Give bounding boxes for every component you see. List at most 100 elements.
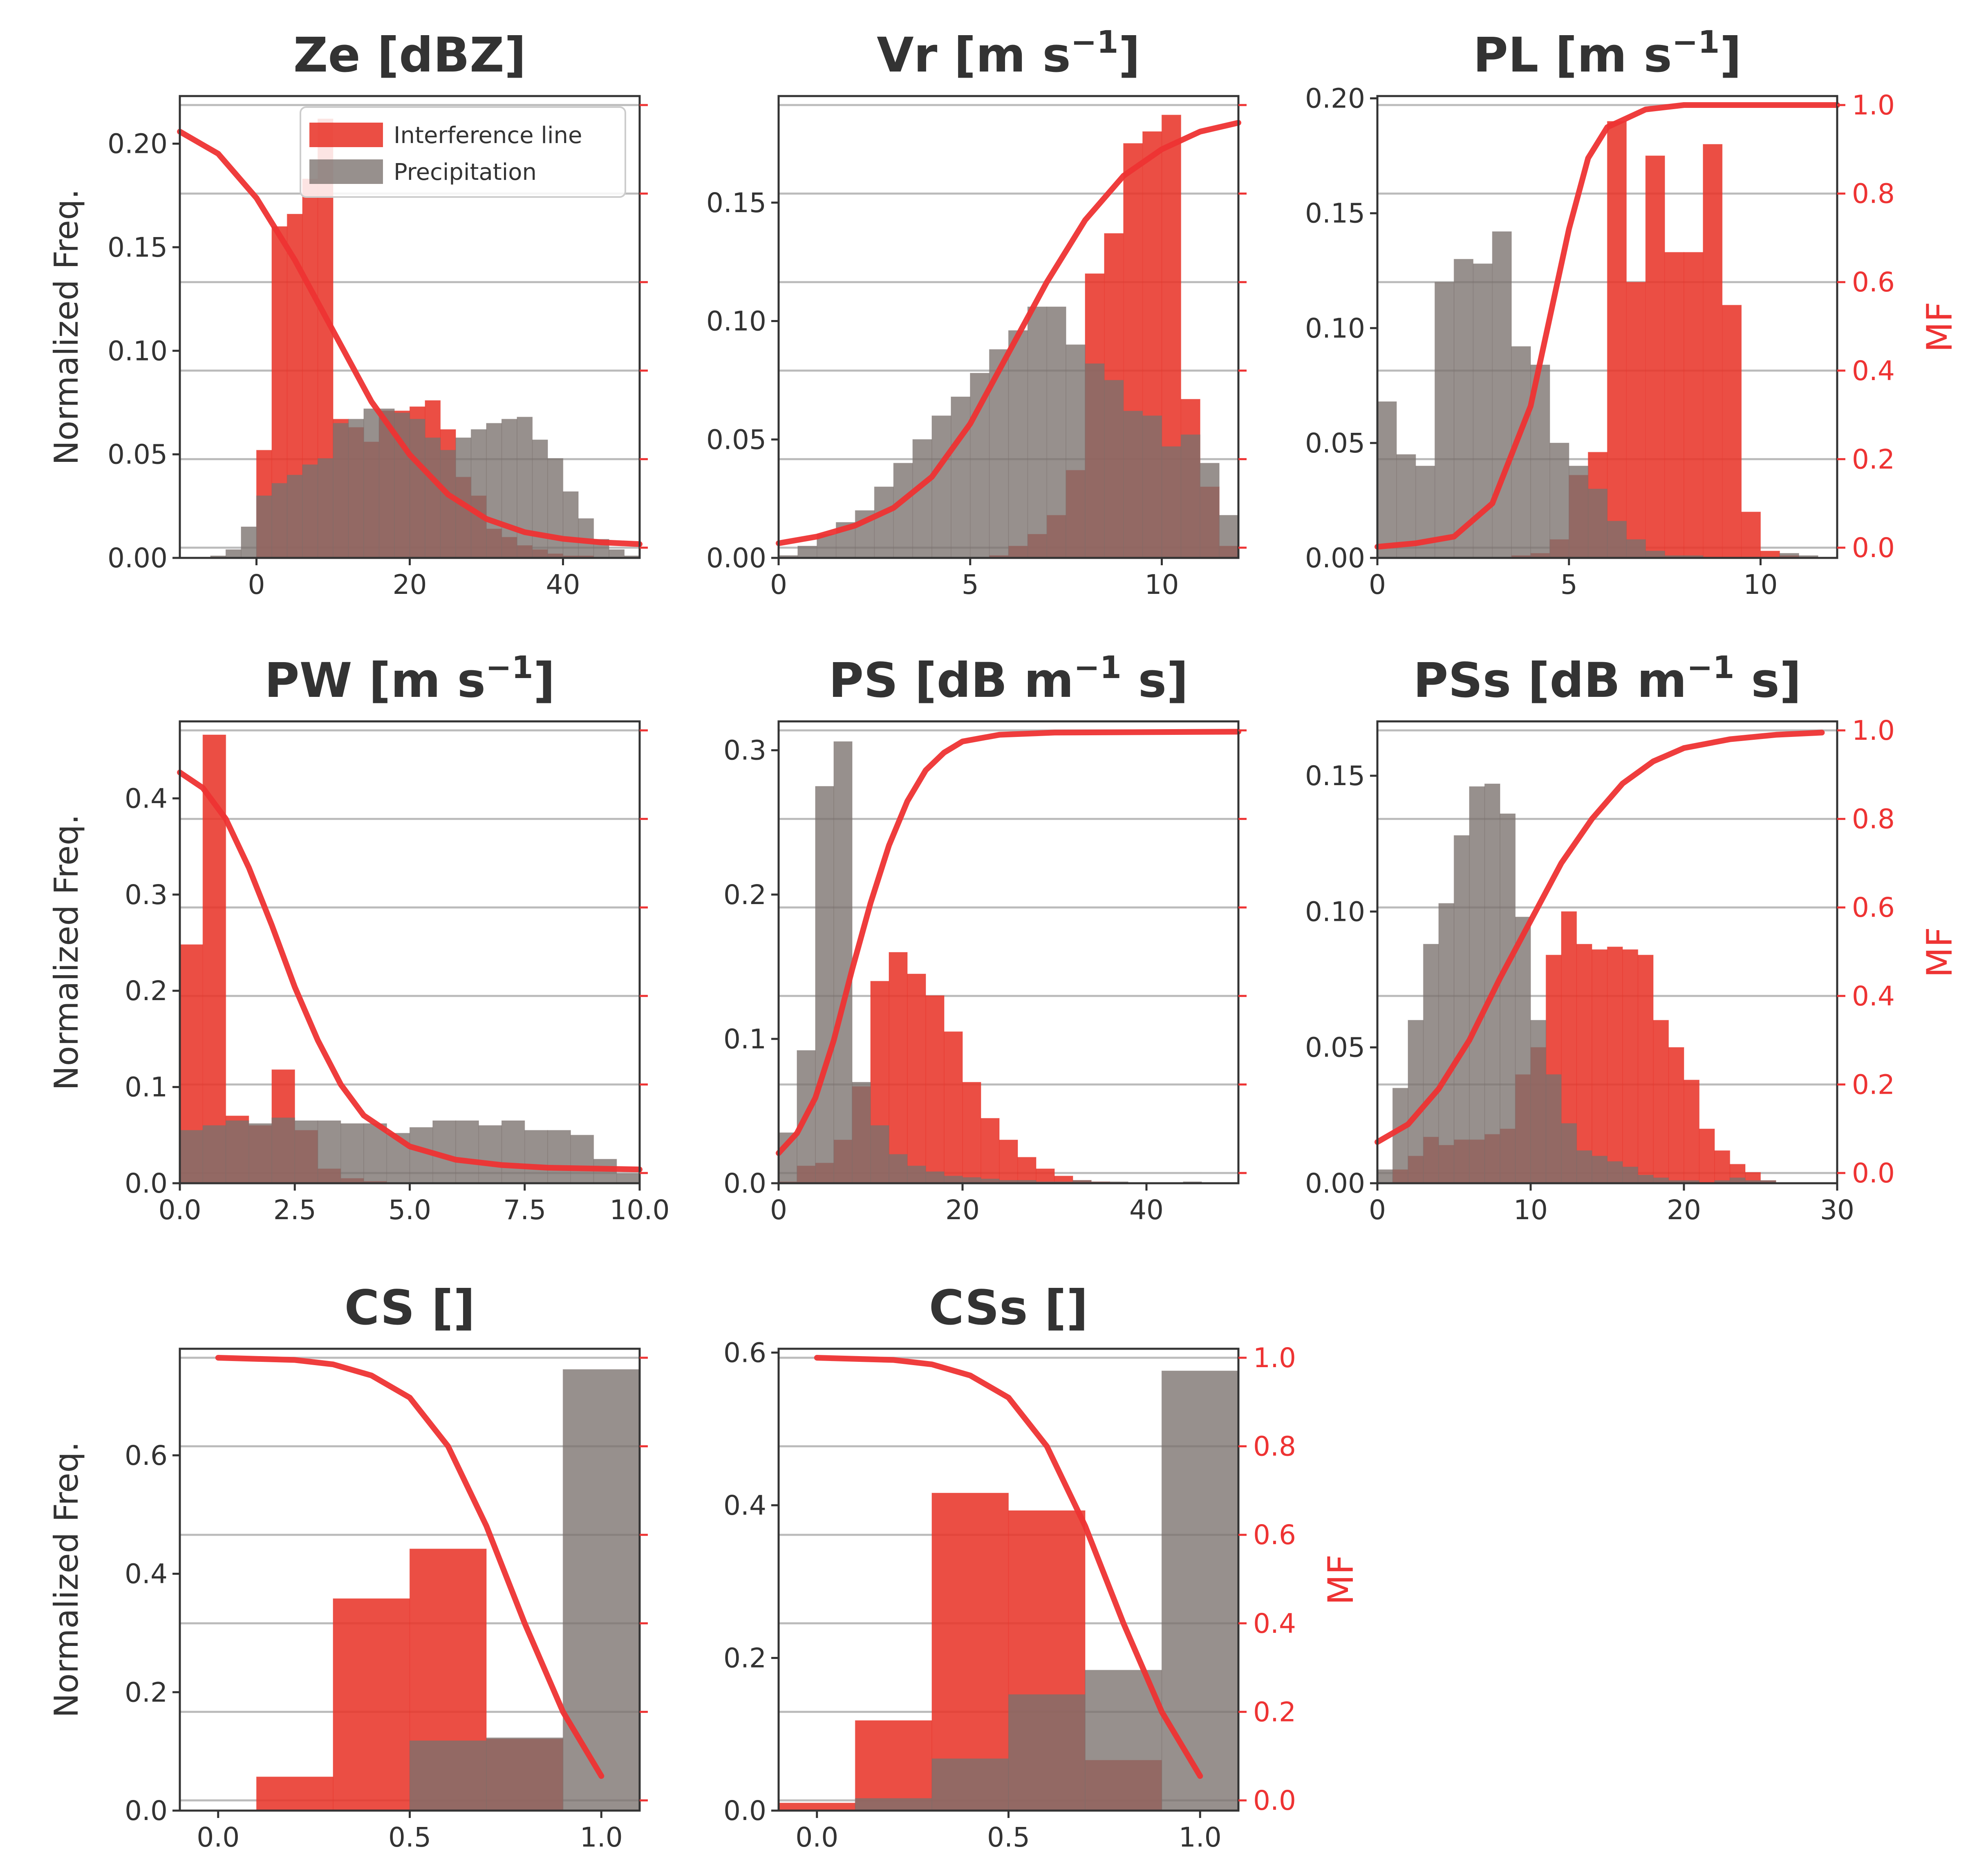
mf-tick-label: 0.2 (1253, 1696, 1296, 1728)
bar-precipitation (478, 1125, 502, 1184)
bar-precipitation (547, 1130, 571, 1184)
bar-interference (962, 1082, 981, 1184)
bar-precipitation (855, 1798, 932, 1811)
bar-precipitation (271, 483, 288, 558)
bar-precipitation (455, 1120, 479, 1184)
bar-interference (855, 1720, 932, 1811)
bar-precipitation (1453, 259, 1474, 558)
bar-interference (1036, 1168, 1055, 1184)
bar-precipitation (517, 416, 533, 558)
bar-precipitation (1200, 463, 1220, 558)
bar-precipitation (893, 463, 913, 558)
bar-interference (1607, 946, 1623, 1184)
y-tick-label: 0.6 (723, 1337, 766, 1368)
bar-precipitation (287, 475, 303, 558)
y-axis-label: Normalized Freq. (47, 189, 85, 465)
bar-precipitation (1392, 1088, 1408, 1184)
bar-precipitation (1607, 1161, 1623, 1184)
bar-precipitation (1438, 903, 1455, 1184)
bar-precipitation (501, 1120, 525, 1184)
bar-interference (1576, 944, 1592, 1184)
bar-precipitation (1592, 1155, 1608, 1184)
plot-frame (179, 720, 641, 1184)
bar-precipitation (486, 423, 502, 558)
legend: Interference line Precipitation (300, 106, 626, 198)
bar-interference (925, 995, 945, 1184)
y-tick-label: 0.2 (723, 1642, 766, 1674)
bar-precipitation (179, 1130, 203, 1184)
bar-interference (1645, 155, 1665, 558)
bar-interference (1703, 144, 1723, 558)
bar-precipitation (425, 437, 441, 558)
y-tick-label: 0.0 (723, 1795, 766, 1827)
panel-title: Ze [dBZ] (293, 27, 526, 83)
bar-interference (999, 1139, 1018, 1184)
y-tick-label: 0.10 (107, 335, 168, 367)
panel-cs: 0.0 0.5 1.0 0.0 0.2 0.4 0.6 CS [] Normalized Fre… (47, 1280, 648, 1853)
bar-interference (1741, 511, 1761, 558)
bar-precipitation (944, 1175, 963, 1184)
mf-tick-label: 0.6 (1253, 1519, 1296, 1551)
bar-precipitation (1161, 1370, 1239, 1811)
bar-precipitation (1645, 551, 1665, 558)
bar-precipitation (889, 1154, 908, 1184)
x-tick-label: 0 (770, 1194, 787, 1226)
bar-precipitation (333, 423, 349, 558)
bar-precipitation (547, 458, 564, 558)
panel-title: PSs [dB m−1 s] (1413, 649, 1802, 708)
panel-title: PS [dB m−1 s] (828, 649, 1188, 708)
bar-precipitation (241, 526, 257, 558)
mf-tick-label: 0.4 (1852, 981, 1895, 1012)
panel-title: PW [m s−1] (264, 649, 555, 708)
mf-axis-label: MF (1919, 302, 1960, 352)
bar-precipitation (363, 1123, 387, 1184)
x-tick-label: 0.5 (987, 1822, 1030, 1853)
bar-precipitation (1085, 1670, 1162, 1811)
bar-precipitation (1545, 1074, 1562, 1184)
y-tick-label: 0.4 (125, 783, 168, 814)
bar-precipitation (907, 1165, 926, 1184)
bar-precipitation (1622, 1166, 1639, 1184)
bar-precipitation (470, 429, 487, 558)
y-tick-label: 0.15 (706, 187, 766, 219)
bar-precipitation (1607, 521, 1627, 558)
mf-curve (1375, 730, 1825, 1145)
mf-tick-label: 0.2 (1852, 1069, 1895, 1100)
x-tick-label: 10 (1513, 1194, 1548, 1226)
mf-curve (776, 729, 1241, 1156)
bar-precipitation (256, 495, 272, 558)
bar-interference (1668, 1047, 1684, 1184)
y-tick-label: 0.2 (125, 1677, 168, 1708)
bar-precipitation (1161, 446, 1182, 558)
y-tick-label: 0.0 (723, 1168, 766, 1199)
bar-precipitation (1085, 363, 1105, 558)
mf-tick-label: 0.0 (1852, 1157, 1895, 1189)
x-tick-label: 0.0 (795, 1822, 838, 1853)
y-tick-label: 0.10 (1305, 313, 1365, 344)
y-tick-label: 0.2 (723, 879, 766, 911)
y-tick-label: 0.10 (706, 306, 766, 337)
bar-interference (1664, 252, 1684, 558)
bar-precipitation (409, 1740, 487, 1811)
bar-precipitation (302, 464, 318, 558)
y-tick-label: 0.00 (1305, 542, 1365, 574)
plot-frame (1376, 95, 1838, 559)
mf-curve (1375, 102, 1840, 550)
y-tick-label: 0.4 (125, 1558, 168, 1590)
bar-precipitation (1396, 454, 1416, 558)
bar-interference (1684, 1079, 1700, 1184)
y-tick-label: 0.00 (107, 542, 168, 574)
mf-curve (177, 769, 643, 1173)
bar-precipitation (833, 741, 853, 1184)
bar-interference (889, 952, 908, 1184)
panel-pw: 0.0 2.5 5.0 7.5 10.0 0.0 0.1 0.2 0.3 0.4 PW [m s−1… (47, 649, 669, 1226)
bar-precipitation (1549, 443, 1569, 558)
mf-curve (814, 1355, 1203, 1779)
mf-tick-label: 1.0 (1253, 1342, 1296, 1374)
panel-title: PL [m s−1] (1473, 24, 1742, 83)
bar-precipitation (317, 458, 334, 558)
x-tick-label: 0 (248, 569, 265, 600)
bar-interference (1637, 954, 1654, 1184)
y-tick-label: 0.3 (125, 879, 168, 911)
